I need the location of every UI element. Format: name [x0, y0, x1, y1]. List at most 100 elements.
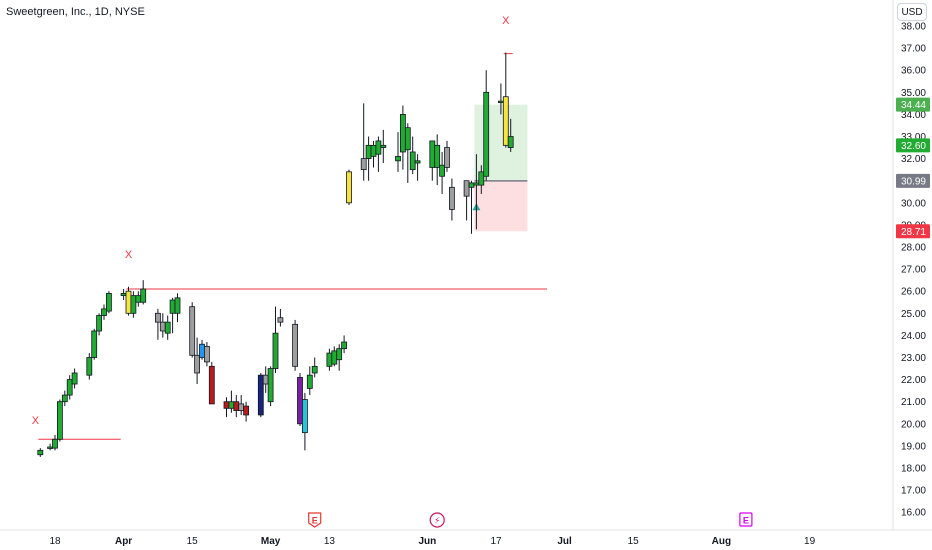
- y-tick-label: 24.00: [901, 331, 926, 342]
- candle-body: [140, 288, 147, 303]
- candle: [370, 140, 377, 168]
- candle: [238, 395, 245, 415]
- candle-body: [243, 405, 250, 416]
- currency-button[interactable]: USD: [897, 3, 927, 21]
- event-icon-frame: [429, 512, 445, 528]
- candle: [341, 335, 348, 354]
- candle-body: [404, 127, 411, 151]
- candle-body: [208, 365, 215, 405]
- candle: [399, 105, 406, 170]
- candle: [306, 366, 313, 396]
- candle-body: [301, 399, 308, 434]
- x-tick-label: 18: [49, 536, 61, 547]
- candle-body: [375, 140, 382, 155]
- candle: [429, 140, 436, 181]
- candle-body: [61, 394, 68, 403]
- y-tick-label: 33.00: [901, 132, 926, 143]
- candle-body: [164, 321, 171, 334]
- candle: [257, 372, 264, 418]
- y-tick-label: 17.00: [901, 486, 926, 497]
- y-tick-label: 37.00: [901, 44, 926, 55]
- candle-body: [473, 182, 480, 186]
- candle: [267, 366, 274, 407]
- candle: [91, 328, 98, 360]
- candle-body: [272, 332, 279, 369]
- candle: [71, 368, 78, 389]
- price-axis-label: 30.99: [896, 173, 930, 188]
- candle: [292, 319, 299, 371]
- candle-body: [311, 365, 318, 374]
- candle-body: [199, 343, 205, 358]
- x-tick-label: Jun: [419, 536, 437, 547]
- candle-body: [346, 171, 352, 204]
- x-tick-label: 13: [324, 536, 336, 547]
- candle: [52, 434, 58, 451]
- candle: [243, 401, 250, 422]
- candle: [297, 372, 303, 427]
- candle-body: [414, 160, 421, 164]
- x-tick-label: 15: [628, 536, 640, 547]
- candle: [463, 180, 470, 221]
- candle-body: [47, 446, 53, 449]
- candle-body: [86, 357, 93, 376]
- candle-body: [174, 297, 181, 314]
- candle-body: [409, 151, 416, 171]
- candle: [301, 392, 308, 451]
- candle: [86, 353, 93, 380]
- candle-body: [448, 186, 455, 210]
- price-label-text: 32.60: [901, 141, 926, 152]
- candle-body: [478, 171, 485, 186]
- candle: [199, 339, 205, 360]
- candle: [164, 315, 171, 340]
- candle-body: [159, 321, 166, 332]
- candle-body: [233, 401, 240, 411]
- candle: [414, 154, 421, 181]
- price-label-bg: [896, 224, 930, 239]
- event-icon-glyph: E: [743, 516, 749, 526]
- x-tick-label: 15: [187, 536, 199, 547]
- candle: [233, 395, 240, 418]
- candle: [409, 136, 416, 175]
- candle: [478, 165, 485, 194]
- candle: [483, 70, 490, 181]
- candle: [37, 448, 44, 457]
- candle: [468, 180, 475, 234]
- candle: [444, 140, 450, 172]
- y-tick-label: 22.00: [901, 375, 926, 386]
- candle: [365, 136, 372, 181]
- candle: [106, 291, 112, 314]
- position-stop-zone: [474, 180, 528, 232]
- y-tick-label: 36.00: [901, 66, 926, 77]
- candle-body: [331, 350, 338, 365]
- y-tick-label: 26.00: [901, 287, 926, 298]
- event-icon-glyph: ⚡: [434, 516, 440, 526]
- candle-body: [507, 136, 514, 148]
- price-axis-label: 34.44: [896, 97, 930, 112]
- candle-body: [429, 140, 436, 168]
- y-tick-label: 19.00: [901, 441, 926, 452]
- candle-body: [37, 449, 44, 456]
- candle-body: [125, 290, 132, 314]
- candle: [277, 308, 284, 327]
- candle-body: [96, 315, 102, 332]
- candle-body: [194, 354, 201, 374]
- candle-body: [154, 312, 161, 323]
- price-label-bg: [896, 138, 930, 153]
- candle: [120, 288, 127, 301]
- y-tick-label: 25.00: [901, 309, 926, 320]
- symbol-title: Sweetgreen, Inc., 1D, NYSE: [6, 6, 145, 18]
- candle-body: [228, 401, 235, 409]
- candle-body: [463, 180, 470, 197]
- y-tick-label: 30.00: [901, 198, 926, 209]
- y-tick-label: 32.00: [901, 154, 926, 165]
- candle: [448, 178, 455, 221]
- candle-body: [257, 374, 264, 416]
- event-icon-frame: [739, 512, 753, 527]
- price-label-bg: [896, 173, 930, 188]
- candle-body: [468, 182, 475, 188]
- candle: [346, 169, 352, 206]
- candle-body: [336, 348, 343, 361]
- candle-body: [120, 293, 127, 297]
- y-tick-label: 38.00: [901, 22, 926, 33]
